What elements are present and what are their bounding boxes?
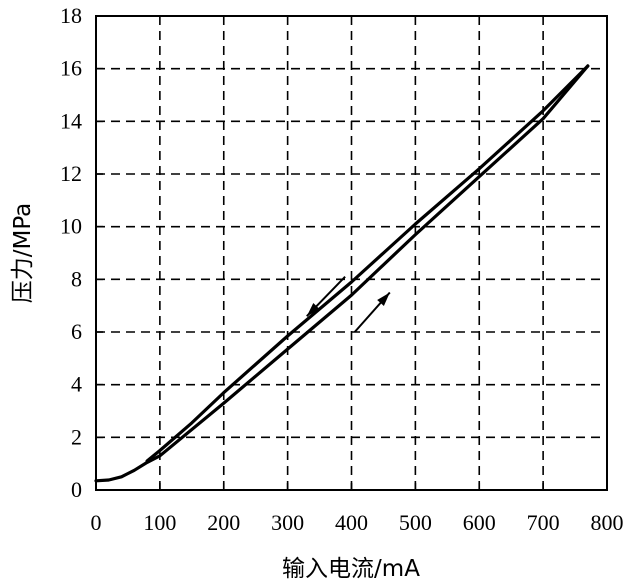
y-tick-label: 8	[71, 266, 82, 291]
y-tick-label: 4	[71, 372, 82, 397]
x-tick-label: 800	[591, 510, 624, 535]
x-tick-label: 200	[207, 510, 240, 535]
y-tick-label: 16	[60, 56, 82, 81]
x-axis-label: 输入电流/mA	[282, 556, 420, 582]
x-tick-label: 0	[91, 510, 102, 535]
x-tick-label: 500	[399, 510, 432, 535]
x-tick-label: 100	[143, 510, 176, 535]
x-tick-labels: 0 100 200 300 400 500 600 700 800	[91, 510, 624, 535]
y-tick-label: 10	[60, 214, 82, 239]
plot-frame	[95, 15, 608, 491]
arrow-increasing	[353, 291, 391, 333]
y-tick-labels: 0 2 4 6 8 10 12 14 16 18	[60, 3, 82, 502]
y-tick-label: 12	[60, 161, 82, 186]
series-decreasing-line	[145, 64, 590, 463]
arrow-decreasing	[306, 276, 346, 317]
y-axis-label: 压力/MPa	[10, 203, 36, 304]
y-tick-label: 0	[71, 477, 82, 502]
y-tick-label: 18	[60, 3, 82, 28]
series-increasing-line	[94, 64, 590, 483]
x-tick-label: 700	[527, 510, 560, 535]
x-tick-label: 400	[335, 510, 368, 535]
y-tick-label: 14	[60, 108, 82, 133]
y-tick-label: 6	[71, 319, 82, 344]
y-tick-label: 2	[71, 424, 82, 449]
x-tick-label: 300	[271, 510, 304, 535]
series-group	[94, 64, 590, 483]
grid	[96, 16, 607, 490]
arrow-annotations	[306, 276, 391, 333]
x-tick-label: 600	[463, 510, 496, 535]
tick-marks	[95, 15, 608, 491]
